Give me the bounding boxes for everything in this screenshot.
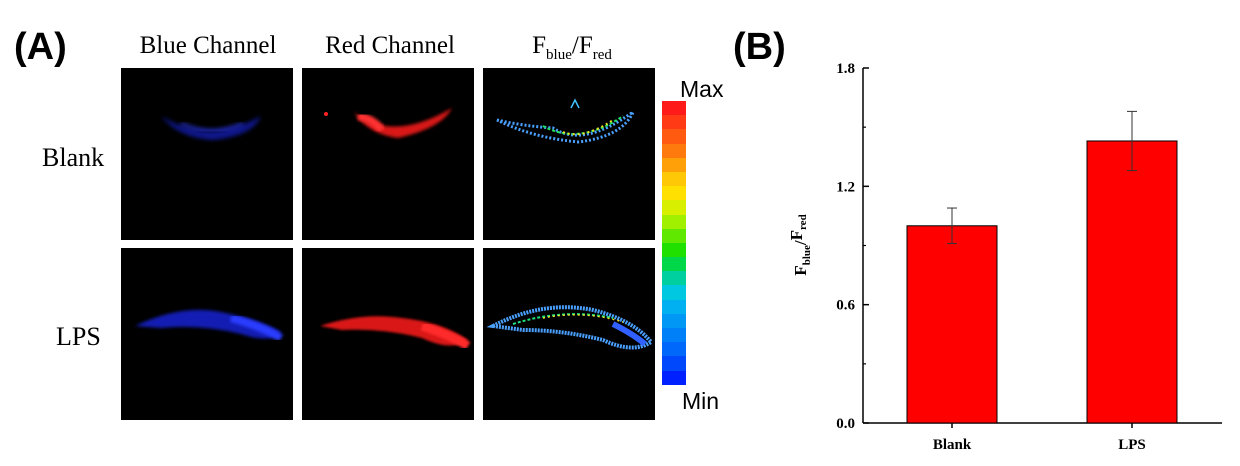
colorbar-segment xyxy=(662,313,686,328)
colorbar-segment xyxy=(662,157,686,172)
y-tick-label: 0.6 xyxy=(836,298,855,314)
colorbar-segment xyxy=(662,285,686,300)
colorbar-segment xyxy=(662,370,686,385)
colorbar-segment xyxy=(662,115,686,130)
panel-a-label: (A) xyxy=(14,26,67,68)
bar-lps xyxy=(1086,140,1178,424)
image-blank-blue-channel xyxy=(121,68,293,240)
colorbar-segment xyxy=(662,214,686,229)
colorbar-segment xyxy=(662,129,686,144)
image-lps-red-channel xyxy=(302,248,474,420)
row-label-lps: LPS xyxy=(56,322,101,351)
y-tick-label: 1.2 xyxy=(836,179,855,195)
colorbar xyxy=(662,101,686,385)
image-blank-ratio xyxy=(483,68,655,240)
colorbar-segment xyxy=(662,200,686,215)
ratio-sub-blue: blue xyxy=(546,47,572,63)
panel-b-label: (B) xyxy=(733,26,786,68)
colorbar-segment xyxy=(662,242,686,258)
x-tick-label: Blank xyxy=(933,437,972,453)
colorbar-segment xyxy=(662,299,686,314)
colorbar-min-label: Min xyxy=(682,388,720,414)
colorbar-segment xyxy=(662,328,686,343)
colorbar-segment xyxy=(662,171,686,187)
colorbar-max-label: Max xyxy=(680,76,724,102)
ratio-f2: F xyxy=(578,32,593,59)
y-axis-label: Fblue/Fred xyxy=(787,214,813,275)
ratio-f1: F xyxy=(532,32,547,59)
ratio-sub-red: red xyxy=(592,47,612,63)
bar-blank xyxy=(906,225,998,424)
col-header-red-channel: Red Channel xyxy=(325,32,455,59)
image-blank-red-channel xyxy=(302,68,474,240)
image-lps-ratio xyxy=(483,248,655,420)
image-lps-blue-channel xyxy=(121,248,293,420)
colorbar-segment xyxy=(662,143,686,158)
colorbar-segment xyxy=(662,271,686,286)
x-tick-label: LPS xyxy=(1118,437,1146,453)
col-header-ratio: Fblue/Fred xyxy=(482,32,662,64)
colorbar-segment xyxy=(662,228,686,243)
colorbar-segment xyxy=(662,257,686,272)
y-tick-label: 1.8 xyxy=(836,61,855,77)
colorbar-segment xyxy=(662,101,686,116)
row-label-blank: Blank xyxy=(42,143,105,172)
colorbar-segment xyxy=(662,342,686,357)
y-tick-label: 0.0 xyxy=(836,416,855,432)
colorbar-segment xyxy=(662,356,686,371)
colorbar-segment xyxy=(662,186,686,201)
ratio-slash: / xyxy=(571,32,579,59)
col-header-blue-channel: Blue Channel xyxy=(139,32,277,59)
